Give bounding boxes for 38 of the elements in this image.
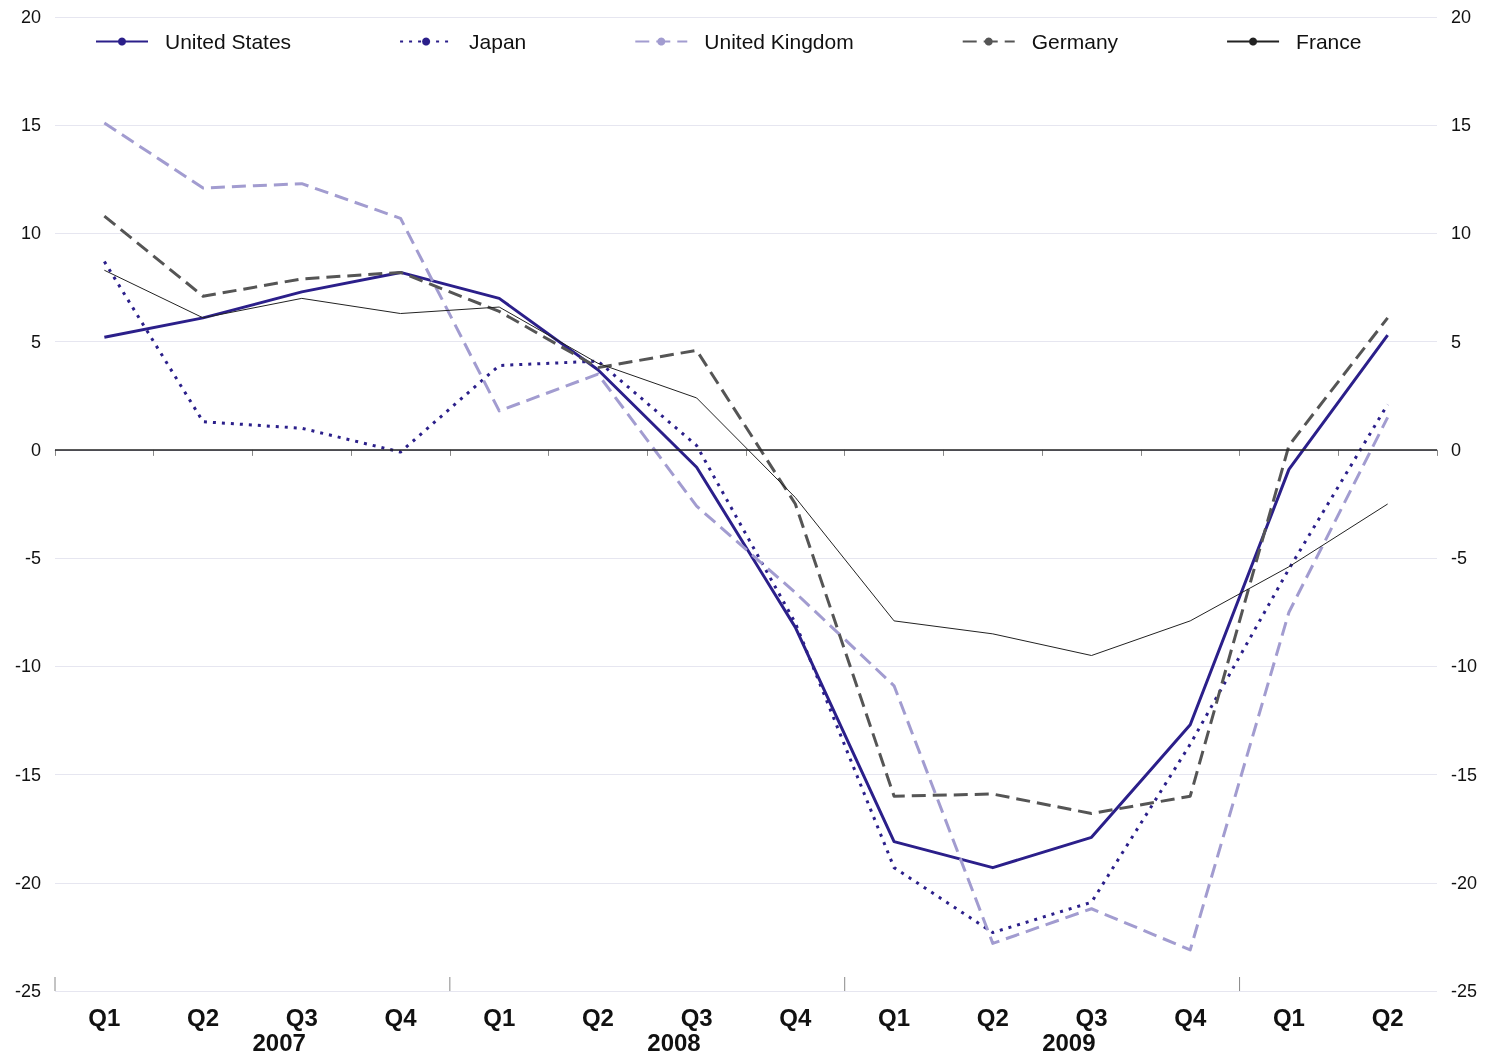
y2-tick-label: -25 [1451, 981, 1478, 1001]
x-tick-label: Q1 [1272, 1003, 1305, 1031]
y-tick-label: 15 [20, 115, 41, 136]
legend-label: Japan [469, 30, 527, 53]
x-tick-label: Q1 [483, 1003, 516, 1031]
y2-tick-label: -20 [1451, 872, 1478, 893]
y-tick-label: -25 [14, 981, 41, 1001]
y-tick-label: -5 [24, 548, 41, 569]
x-tick-label: Q2 [581, 1003, 614, 1031]
y2-tick-label: -5 [1451, 548, 1468, 569]
y2-tick-label: 5 [1451, 331, 1462, 352]
y-tick-label: -20 [14, 872, 41, 893]
y-tick-label: 20 [20, 7, 41, 27]
x-tick-label: Q4 [384, 1003, 418, 1031]
legend-label: France [1296, 30, 1362, 53]
x-tick-label: Q2 [1371, 1003, 1404, 1031]
y2-tick-label: 0 [1451, 439, 1462, 460]
x-tick-label: Q1 [878, 1003, 911, 1031]
x-tick-label: Q2 [187, 1003, 220, 1031]
y2-tick-label: -15 [1451, 764, 1478, 785]
x-tick-label: Q2 [976, 1003, 1009, 1031]
y2-tick-label: 15 [1451, 115, 1472, 136]
y2-tick-label: 10 [1451, 223, 1472, 244]
y-tick-label: -15 [14, 764, 41, 785]
line-series [102, 214, 1390, 816]
y-tick-label: 0 [30, 439, 41, 460]
line-series [102, 121, 1390, 952]
y-tick-label: 5 [30, 331, 41, 352]
y2-tick-label: 20 [1451, 7, 1472, 27]
y-tick-label: 10 [20, 223, 41, 244]
legend-label: Germany [1031, 30, 1119, 53]
legend-label: United Kingdom [704, 30, 854, 53]
x-tick-label: Q4 [779, 1003, 813, 1031]
y-tick-label: -10 [14, 656, 41, 677]
legend-label: United States [165, 30, 292, 53]
x-tick-label: Q1 [88, 1003, 121, 1031]
x-tick-label: Q4 [1174, 1003, 1207, 1031]
y2-tick-label: -10 [1451, 656, 1478, 677]
